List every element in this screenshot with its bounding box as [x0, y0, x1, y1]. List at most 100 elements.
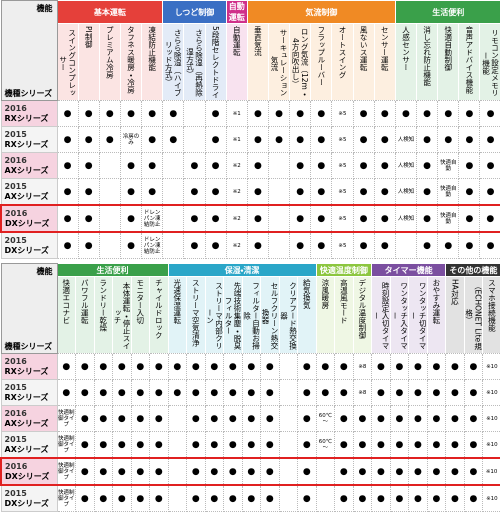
feature-cell — [278, 353, 298, 380]
feature-cell: ※10 — [482, 431, 500, 459]
feature-cell: ● — [352, 204, 375, 233]
feature-cell: 快適自動 — [437, 204, 460, 233]
feature-cell: ● — [260, 405, 280, 432]
feature-cell: ● — [297, 484, 317, 512]
feature-cell: ※10 — [482, 353, 500, 380]
feature-cell: ● — [119, 231, 143, 259]
model-row: 2016 RXシリーズ ● ● ● ● ● ● ● ● ● ● ● ● ● ● ● ※8 ● ● ● ● ● ● ※10 — [0, 353, 500, 380]
column-header: 凍結防止機能 — [141, 23, 164, 101]
feature-cell: ● — [93, 405, 113, 432]
feature-cell: ● — [334, 379, 354, 406]
row-label: 2015 DXシリーズ — [0, 231, 58, 259]
feature-cell: ● — [289, 204, 312, 233]
feature-cell: ● — [246, 178, 269, 206]
feature-cell: ● — [223, 353, 243, 380]
feature-cell: ● — [267, 100, 291, 127]
feature-cell: ※10 — [482, 379, 500, 406]
feature-cell: ● — [204, 152, 227, 179]
column-label: ストリーマ空気清浄 — [191, 279, 201, 347]
feature-cell: ● — [223, 431, 243, 459]
feature-cell: ● — [149, 484, 169, 512]
feature-cell: ● — [310, 100, 333, 127]
feature-cell: ● — [479, 152, 500, 179]
feature-cell: 快適自動 — [437, 178, 460, 206]
feature-cell: ● — [310, 178, 333, 206]
feature-cell: ● — [389, 379, 410, 406]
row-year: 2016 — [4, 408, 27, 418]
feature-cell: ● — [183, 152, 206, 179]
feature-cell: 人検知 — [394, 178, 418, 206]
column-header: 垂直気流 — [246, 23, 269, 101]
group-header: タイマー機能 — [371, 263, 447, 277]
feature-cell — [278, 484, 298, 512]
feature-cell: ● — [426, 431, 447, 459]
column-label: 光速保湿運転 — [172, 279, 182, 324]
feature-cell: ※2 — [225, 204, 248, 233]
column-header: HA対応 — [445, 276, 465, 354]
corner-bottom: 機種シリーズ — [4, 342, 53, 351]
feature-cell: ● — [75, 379, 95, 406]
column-header: 涼風暖房 — [315, 276, 336, 354]
feature-cell — [315, 457, 336, 486]
feature-cell: 冷房のみ — [119, 126, 143, 153]
feature-cell: ● — [445, 353, 465, 380]
feature-cell: ● — [352, 231, 375, 259]
feature-cell: 人検知 — [394, 126, 418, 153]
feature-cell: ● — [112, 484, 132, 512]
column-label: PI制御 — [84, 26, 94, 48]
model-row: 2016 DXシリーズ 快適制御タイプ ● ● ● ● ● ● ● ● ● ● ● ● ● ● ● ● ● ● ● ※10 — [0, 457, 500, 486]
feature-cell: ● — [463, 353, 484, 380]
column-label: 凍結防止機能 — [147, 26, 157, 71]
feature-cell: ● — [223, 484, 243, 512]
row-year: 2015 — [4, 382, 27, 392]
feature-cell: ● — [334, 484, 354, 512]
feature-cell: ● — [77, 204, 100, 233]
feature-cell: ● — [310, 204, 333, 233]
column-header: 先端技術集塵・脱臭フィルター — [223, 276, 243, 354]
feature-cell: ● — [112, 457, 132, 486]
row-year: 2015 — [4, 434, 27, 444]
feature-cell: ● — [297, 431, 317, 459]
feature-cell: ※2 — [225, 231, 248, 259]
feature-cell: ● — [416, 152, 439, 179]
feature-cell: ● — [56, 353, 76, 380]
row-year: 2015 — [4, 235, 27, 245]
row-series: AXシリーズ — [4, 191, 49, 201]
column-header: 給気換気 — [297, 276, 317, 354]
model-row: 2016 DXシリーズ ● ● ● ドレンパン凍結防止 ● ● ※2 ● ● ● ※5 ● ● 人検知 ● 快適自… — [0, 204, 500, 233]
feature-cell: ● — [241, 484, 261, 512]
feature-cell: ● — [186, 457, 206, 486]
feature-cell: ● — [445, 457, 465, 486]
row-label: 2015 RXシリーズ — [0, 126, 58, 153]
column-header: スイングコンプレッサー — [56, 23, 79, 101]
feature-cell: ● — [408, 353, 428, 380]
model-row: 2015 RXシリーズ ● ● ● 冷房のみ ● ● ● ※1 ● ● ● ● ※5 ● ● 人検知 ● ● ● ● — [0, 126, 500, 153]
feature-cell: ● — [186, 379, 206, 406]
feature-cell: ※8 — [352, 353, 373, 380]
column-header: HEMS対応（ECHONET Lite規格） — [463, 276, 484, 354]
column-label: モニター入切 — [135, 279, 145, 324]
feature-cell: ● — [186, 431, 206, 459]
feature-cell: ※5 — [331, 204, 354, 233]
feature-cell: ● — [260, 379, 280, 406]
column-header: フラップルーバー — [310, 23, 333, 101]
feature-cell: ● — [297, 379, 317, 406]
model-row: 2015 DXシリーズ 快適制御タイプ ● ● ● ● ● ● ● ● ● ● ● ● ● ● ● ● ● ● ● ※10 — [0, 484, 500, 512]
column-label: 消し忘れ防止機能 — [422, 26, 432, 86]
feature-cell: 人検知 — [394, 204, 418, 233]
feature-cell: 人検知 — [394, 152, 418, 179]
row-series: RXシリーズ — [4, 113, 49, 123]
feature-cell: ● — [408, 431, 428, 459]
feature-cell: ● — [246, 126, 269, 153]
row-series: DXシリーズ — [5, 471, 50, 481]
feature-cell — [167, 457, 187, 486]
feature-cell — [162, 178, 185, 206]
column-label: 先端技術集塵・脱臭フィルター — [224, 282, 242, 350]
feature-cell: ● — [149, 379, 169, 406]
feature-cell: ● — [389, 405, 410, 432]
feature-cell: ● — [373, 152, 396, 179]
feature-cell: ● — [141, 178, 164, 206]
column-header: フィルター自動お掃除 — [241, 276, 261, 354]
feature-cell: ● — [119, 204, 143, 233]
column-header: 快適エコナビ — [56, 276, 76, 354]
